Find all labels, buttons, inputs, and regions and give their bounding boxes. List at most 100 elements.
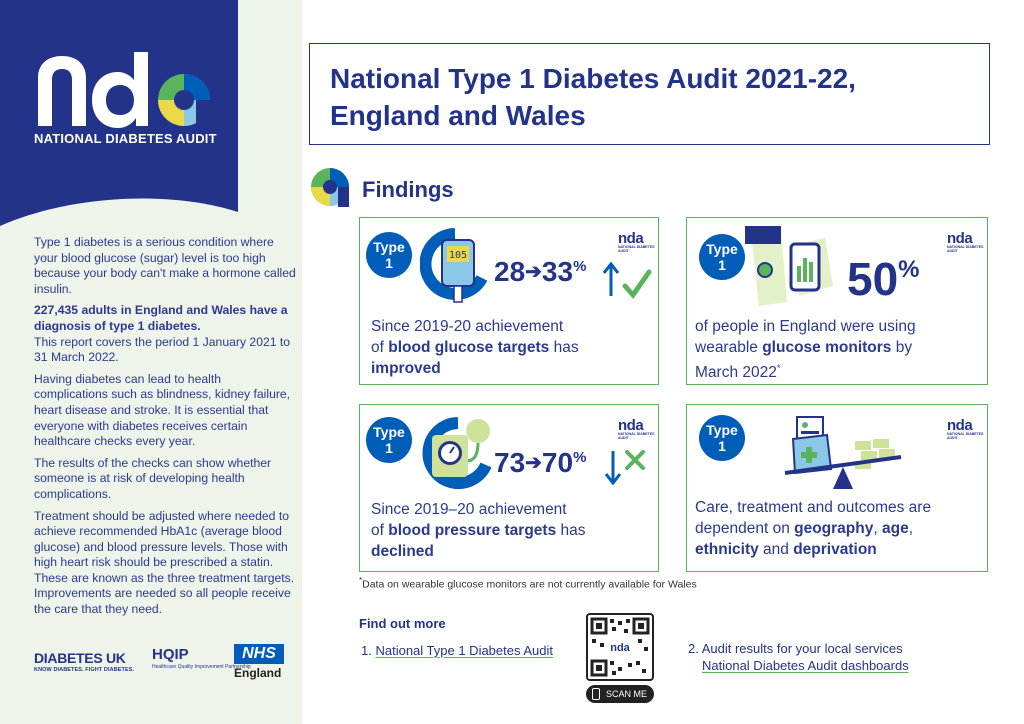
title-line-2: England and Wales (330, 100, 586, 131)
intro-paragraph: Having diabetes can lead to health compl… (34, 371, 291, 449)
glucose-stat: 28➔33% (494, 256, 586, 288)
scan-me-label: SCAN ME (586, 685, 654, 703)
cross-icon (625, 450, 645, 470)
diabetes-uk-name: DIABETES UK (34, 650, 126, 666)
caption-part: of (371, 339, 389, 356)
balance-scale-icon (784, 416, 902, 489)
audit-report-link[interactable]: National Type 1 Diabetes Audit (375, 643, 554, 658)
glucose-from-value: 28 (494, 256, 526, 287)
badge-number: 1 (385, 255, 393, 271)
hqip-tagline: Healthcare Quality Improvement Partnersh… (152, 664, 251, 670)
glucose-to-value: 33 (541, 256, 574, 287)
mini-nda-logo: nda NATIONAL DIABETES AUDIT (618, 417, 658, 440)
report-period: This report covers the period 1 January … (34, 334, 291, 365)
phone-icon (592, 688, 600, 700)
badge-type: Type (373, 424, 405, 440)
footnote-marker: * (776, 363, 781, 373)
pressure-caption: Since 2019–20 achievement of blood press… (371, 499, 586, 562)
percent-unit: % (898, 256, 920, 283)
caption-part: by (891, 339, 913, 356)
caption-highlight: glucose monitors (762, 339, 892, 356)
nhs-name: NHS (234, 644, 284, 664)
caption-highlight: blood glucose targets (388, 339, 550, 356)
mini-logo-sub: NATIONAL DIABETES AUDIT (618, 245, 655, 253)
footnote-marker: * (359, 576, 363, 585)
svg-text:105: 105 (449, 250, 467, 261)
arrow-right-icon: ➔ (525, 452, 542, 474)
mini-logo-word: nda (947, 230, 973, 247)
monitors-caption: of people in England were using wearable… (695, 316, 916, 383)
diabetes-uk-tagline: KNOW DIABETES. FIGHT DIABETES. (34, 667, 135, 673)
caption-highlight: blood pressure targets (388, 522, 557, 539)
caption-highlight: geography (794, 520, 874, 537)
blood-pressure-cuff-icon (422, 417, 492, 489)
badge-number: 1 (718, 257, 726, 273)
type-1-badge: Type 1 (366, 232, 412, 278)
glucose-caption: Since 2019-20 achievement of blood gluco… (371, 316, 579, 379)
svg-text:nda: nda (610, 642, 630, 654)
blood-pressure-card: Type 1 73➔70% nda NATIONAL DIABETES AUDIT… (359, 404, 659, 572)
percent-unit: % (573, 449, 587, 466)
caption-part: has (549, 339, 579, 356)
monitors-stat: 50% (847, 252, 920, 306)
monitors-value: 50 (847, 253, 899, 305)
dashboards-link[interactable]: National Diabetes Audit dashboards (702, 658, 909, 673)
intro-paragraph: The results of the checks can show wheth… (34, 455, 272, 501)
hqip-logo: HQIP Healthcare Quality Improvement Part… (152, 646, 251, 670)
link-item-1: 1. National Type 1 Diabetes Audit (361, 643, 553, 658)
type-1-badge: Type 1 (699, 234, 745, 280)
footnote: *Data on wearable glucose monitors are n… (359, 576, 697, 591)
intro-paragraph: Type 1 diabetes is a serious condition w… (34, 235, 296, 296)
check-icon (622, 269, 652, 300)
intro-text: Type 1 diabetes is a serious condition w… (34, 235, 296, 624)
mini-nda-logo: nda NATIONAL DIABETES AUDIT (947, 230, 987, 253)
badge-type: Type (706, 241, 738, 257)
caption-part: has (556, 522, 586, 539)
report-title: National Type 1 Diabetes Audit 2021-22, … (330, 60, 969, 134)
footnote-text: Data on wearable glucose monitors are no… (362, 578, 697, 591)
qr-pattern: nda (590, 617, 650, 677)
mini-logo-sub: NATIONAL DIABETES AUDIT (947, 245, 984, 253)
caption-part: wearable (695, 339, 763, 356)
pressure-from-value: 73 (494, 447, 526, 478)
caption-highlight: deprivation (793, 541, 877, 558)
mini-logo-sub: NATIONAL DIABETES AUDIT (618, 432, 655, 440)
badge-number: 1 (385, 440, 393, 456)
type-1-badge: Type 1 (699, 415, 745, 461)
title-line-1: National Type 1 Diabetes Audit 2021-22, (330, 63, 856, 94)
caption-part: of (371, 522, 389, 539)
qr-code[interactable]: nda (586, 613, 654, 681)
badge-type: Type (373, 239, 405, 255)
diagnosis-count: 227,435 adults in England and Wales have… (34, 303, 288, 333)
diabetes-uk-logo: DIABETES UK KNOW DIABETES. FIGHT DIABETE… (34, 650, 134, 673)
nda-logo-mark (38, 52, 210, 128)
caption-highlight: ethnicity (695, 541, 759, 558)
pressure-stat: 73➔70% (494, 447, 586, 479)
caption-highlight: age (881, 520, 909, 537)
nhs-region: England (234, 666, 282, 680)
partner-logos: DIABETES UK KNOW DIABETES. FIGHT DIABETE… (34, 644, 296, 684)
caption-line: Since 2019–20 achievement (371, 501, 567, 518)
glucose-monitors-card: Type 1 50% nda NATIONAL DIABETES AUDIT of… (686, 217, 988, 385)
arrow-right-icon: ➔ (525, 261, 542, 283)
caption-part: , (908, 520, 914, 537)
mini-logo-sub: NATIONAL DIABETES AUDIT (947, 432, 984, 440)
caption-line: Care, treatment and outcomes are (695, 499, 932, 516)
wearable-monitor-icon (745, 226, 833, 306)
pressure-to-value: 70 (541, 447, 574, 478)
mini-nda-logo: nda NATIONAL DIABETES AUDIT (947, 417, 987, 440)
caption-part: , (873, 520, 882, 537)
intro-paragraph: 227,435 adults in England and Wales have… (34, 303, 296, 365)
trend-down-icon (604, 451, 622, 485)
findings-heading: Findings (362, 177, 454, 202)
mini-nda-logo: nda NATIONAL DIABETES AUDIT (618, 230, 658, 253)
type-1-badge: Type 1 (366, 417, 412, 463)
hqip-name: HQIP (152, 646, 189, 663)
report-title-box: National Type 1 Diabetes Audit 2021-22, … (309, 43, 990, 145)
mini-logo-word: nda (618, 230, 644, 247)
mini-logo-word: nda (618, 417, 644, 434)
trend-up-icon (602, 261, 620, 296)
glucose-targets-card: Type 1 105 28➔33% nda NATIONAL DIABETES A… (359, 217, 659, 385)
glucose-meter-icon: 105 (420, 228, 488, 303)
nhs-england-logo: NHS England (234, 644, 286, 682)
